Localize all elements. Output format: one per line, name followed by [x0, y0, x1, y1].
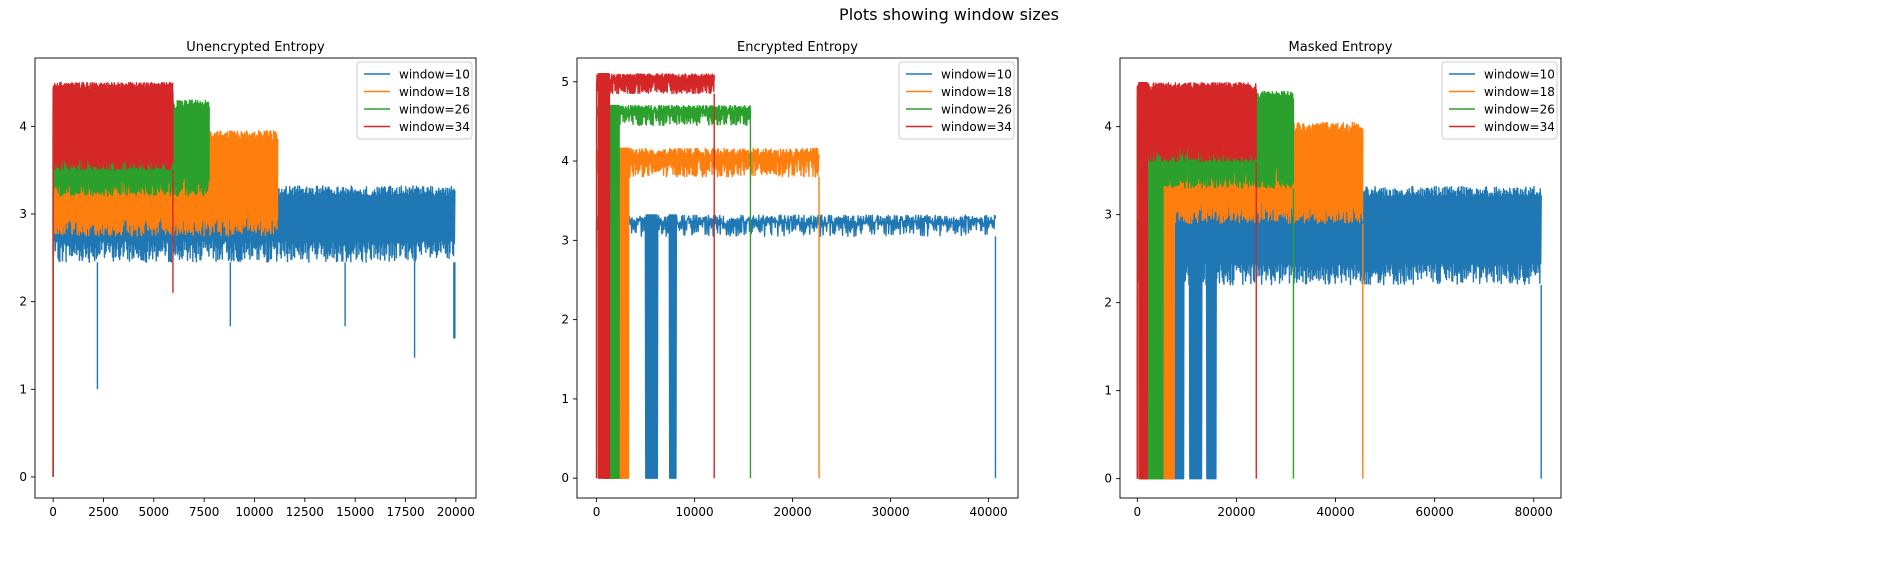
x-tick-label: 0: [1134, 505, 1142, 519]
legend-label: window=34: [1484, 120, 1555, 134]
x-tick-label: 17500: [386, 505, 424, 519]
x-tick-label: 40000: [1316, 505, 1354, 519]
x-tick-label: 5000: [139, 505, 170, 519]
legend-label: window=26: [1484, 103, 1555, 117]
plot-area: [1136, 81, 1542, 480]
y-tick-label: 2: [19, 295, 27, 309]
legend: window=10 window=18 window=26 window=34: [356, 61, 473, 140]
legend: window=10 window=18 window=26 window=34: [898, 61, 1015, 140]
y-tick-label: 3: [1104, 208, 1112, 222]
y-tick-label: 2: [1104, 296, 1112, 310]
y-tick-label: 0: [561, 471, 569, 485]
x-tick-label: 15000: [336, 505, 374, 519]
legend-label: window=34: [941, 120, 1012, 134]
subplot-title: Encrypted Entropy: [737, 40, 858, 55]
y-tick-label: 3: [19, 207, 27, 221]
x-tick-label: 20000: [774, 505, 812, 519]
subplot-unencrypted: Unencrypted Entropy 0 2500 5000 7500 10000 125…: [19, 40, 477, 519]
subplot-title: Masked Entropy: [1289, 40, 1393, 55]
legend-label: window=26: [399, 103, 470, 117]
y-tick-label: 4: [19, 119, 27, 133]
x-tick-label: 10000: [235, 505, 273, 519]
x-tick-label: 60000: [1416, 505, 1454, 519]
x-tick-label: 0: [593, 505, 601, 519]
plot-area: [52, 81, 456, 477]
series-line-window=10: [595, 214, 997, 479]
x-tick-label: 20000: [1217, 505, 1255, 519]
subplot-title: Unencrypted Entropy: [186, 40, 325, 55]
legend-label: window=10: [1484, 68, 1555, 82]
y-tick-label: 1: [19, 382, 27, 396]
series-line-window=26: [595, 104, 752, 479]
y-tick-label: 3: [561, 233, 569, 247]
x-tick-label: 2500: [88, 505, 119, 519]
legend: window=10 window=18 window=26 window=34: [1441, 61, 1558, 140]
series-line-window=34: [52, 81, 174, 477]
y-tick-label: 4: [561, 154, 569, 168]
legend-label: window=18: [1484, 85, 1555, 99]
x-tick-label: 30000: [872, 505, 910, 519]
series-line-window=18: [595, 147, 820, 479]
subplot-encrypted: Encrypted Entropy 0 10000 20000 30000 40000 0 1…: [561, 40, 1019, 519]
legend-box: [1441, 61, 1558, 140]
legend-box: [356, 61, 473, 140]
axes-frame: [34, 57, 477, 499]
y-tick-label: 0: [19, 470, 27, 484]
series-line-window=10: [1136, 185, 1542, 480]
legend-label: window=10: [941, 68, 1012, 82]
series-line-window=34: [1136, 81, 1257, 480]
y-tick-label: 5: [561, 75, 569, 89]
legend-label: window=26: [941, 103, 1012, 117]
axes-frame: [576, 57, 1019, 499]
series-line-window=34: [595, 73, 715, 479]
x-tick-label: 10000: [676, 505, 714, 519]
legend-label: window=34: [399, 120, 470, 134]
figure-suptitle: Plots showing window sizes: [839, 5, 1059, 24]
x-tick-label: 80000: [1515, 505, 1553, 519]
y-tick-label: 1: [561, 392, 569, 406]
x-tick-label: 40000: [970, 505, 1008, 519]
subplot-masked: Masked Entropy 0 20000 40000 60000 80000 0 1 2 3 4…: [1104, 40, 1562, 519]
x-tick-label: 20000: [437, 505, 475, 519]
y-tick-label: 4: [1104, 120, 1112, 134]
legend-label: window=18: [941, 85, 1012, 99]
plot-area: [595, 73, 997, 479]
legend-label: window=18: [399, 85, 470, 99]
x-tick-label: 7500: [189, 505, 220, 519]
y-tick-label: 0: [1104, 472, 1112, 486]
y-tick-label: 2: [561, 313, 569, 327]
legend-box: [898, 61, 1015, 140]
x-tick-label: 12500: [286, 505, 324, 519]
x-tick-label: 0: [49, 505, 57, 519]
y-tick-label: 1: [1104, 384, 1112, 398]
legend-label: window=10: [399, 68, 470, 82]
axes-frame: [1119, 57, 1562, 499]
